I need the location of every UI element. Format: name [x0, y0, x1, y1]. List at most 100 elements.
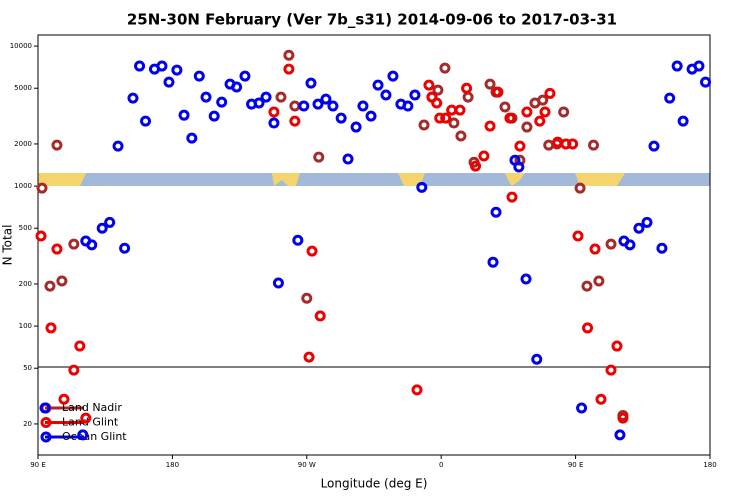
point [283, 49, 295, 61]
point [74, 340, 86, 352]
point [58, 393, 70, 405]
legend-label: Land Glint [62, 416, 119, 429]
x-tick-label: 180 [166, 461, 179, 469]
point [454, 104, 466, 116]
plot-frame [37, 34, 711, 456]
point [68, 364, 80, 376]
point [534, 115, 546, 127]
point [641, 216, 653, 228]
point [617, 412, 629, 424]
y-tick-label: 200 [19, 280, 32, 288]
point [611, 340, 623, 352]
point [487, 256, 499, 268]
point [504, 112, 516, 124]
point [409, 89, 421, 101]
point [327, 100, 339, 112]
point [44, 280, 56, 292]
legend-marker [40, 417, 52, 428]
point [492, 86, 504, 98]
y-tick-label: 20 [23, 420, 32, 428]
point [298, 100, 310, 112]
point [216, 96, 228, 108]
point [605, 364, 617, 376]
point [306, 245, 318, 257]
point [521, 121, 533, 133]
point [200, 91, 212, 103]
point [411, 384, 423, 396]
point [470, 160, 482, 172]
point [39, 402, 51, 414]
point [439, 62, 451, 74]
legend-marker [40, 431, 52, 443]
point [275, 91, 287, 103]
point [335, 112, 347, 124]
point [693, 60, 705, 72]
point [484, 120, 496, 132]
point [313, 151, 325, 163]
point [648, 140, 660, 152]
point [537, 94, 549, 106]
point [432, 84, 444, 96]
x-tick-label: 90 W [298, 461, 316, 469]
legend-label: Ocean Glint [62, 430, 127, 443]
point [572, 230, 584, 242]
point [539, 106, 551, 118]
y-tick-label: 500 [19, 224, 32, 232]
point [268, 117, 280, 129]
x-tick-label: 0 [439, 461, 443, 469]
point [671, 60, 683, 72]
point [656, 242, 668, 254]
point [77, 429, 89, 441]
point [178, 109, 190, 121]
point [260, 91, 272, 103]
point [51, 139, 63, 151]
point [558, 106, 570, 118]
point [605, 238, 617, 250]
point [127, 92, 139, 104]
point [156, 60, 168, 72]
point [312, 98, 324, 110]
point [418, 119, 430, 131]
x-axis-label: Longitude (deg E) [321, 477, 428, 491]
point [86, 239, 98, 251]
point [514, 140, 526, 152]
point [531, 353, 543, 365]
point [490, 206, 502, 218]
point [484, 78, 496, 90]
point [163, 76, 175, 88]
point [314, 310, 326, 322]
point [208, 110, 220, 122]
x-tick-label: 90 E [568, 461, 584, 469]
point [633, 222, 645, 234]
point [68, 238, 80, 250]
point [574, 182, 586, 194]
point [700, 76, 712, 88]
point [239, 70, 251, 82]
point [624, 239, 636, 251]
point [292, 234, 304, 246]
point [589, 243, 601, 255]
point [576, 402, 588, 414]
point [461, 82, 473, 94]
point [544, 87, 556, 99]
y-tick-label: 5000 [14, 84, 32, 92]
land [575, 173, 625, 186]
point [253, 97, 265, 109]
point [567, 138, 579, 150]
point [112, 140, 124, 152]
point [402, 100, 414, 112]
point [289, 115, 301, 127]
point [56, 275, 68, 287]
point [380, 89, 392, 101]
point [45, 322, 57, 334]
point [350, 121, 362, 133]
point [677, 115, 689, 127]
point [35, 230, 47, 242]
point [365, 110, 377, 122]
land [38, 173, 86, 186]
point [96, 222, 108, 234]
point [506, 191, 518, 203]
point [455, 130, 467, 142]
point [581, 280, 593, 292]
